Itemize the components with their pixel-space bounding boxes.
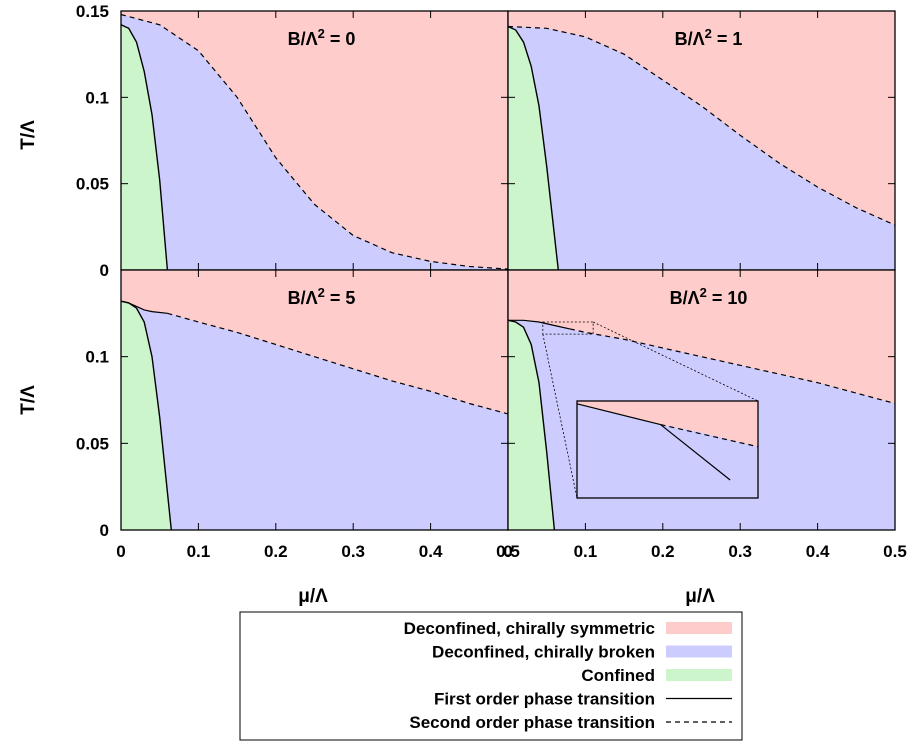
legend-label: First order phase transition — [434, 690, 655, 709]
inset-first-order-line — [576, 403, 661, 426]
x-tick-label: 0 — [116, 542, 125, 561]
region-chirally-broken — [121, 14, 508, 270]
legend-swatch — [666, 622, 732, 634]
x-tick-label: 0.2 — [651, 542, 675, 561]
inset-frame — [576, 400, 759, 499]
legend-label: Deconfined, chirally symmetric — [404, 619, 655, 638]
legend-label: Second order phase transition — [409, 713, 655, 732]
axis-labels-group: T/Λ T/Λ μ/Λ μ/Λ — [18, 120, 715, 607]
panel-top-right: B/Λ2 = 1 — [507, 10, 896, 271]
panel-title: B/Λ2 = 5 — [288, 285, 356, 308]
second-order-line — [167, 312, 509, 415]
x-axis-label-left: μ/Λ — [298, 586, 328, 607]
zoom-region-box — [542, 321, 594, 335]
panel-title: B/Λ2 = 10 — [670, 285, 748, 308]
legend-label: Confined — [581, 666, 655, 685]
panel-frame — [507, 269, 896, 531]
second-order-line — [120, 13, 509, 270]
x-tick-label: 0.4 — [419, 542, 443, 561]
region-confined — [121, 301, 172, 530]
panel-title: B/Λ2 = 0 — [288, 26, 356, 49]
region-chirally-broken — [121, 301, 508, 530]
panel-bottom-left: 0 0.1 0.2 0.3 0.4 0.500.050.1B/Λ2 = 5 — [76, 269, 520, 561]
y-tick-label: 0.15 — [76, 2, 109, 21]
panel-top-left: 0 0.05 0.1 0.15 B/Λ2 = 0 — [76, 2, 509, 280]
y-tick-label: 0.05 — [76, 434, 109, 453]
region-chirally-broken — [508, 26, 895, 270]
inset-second-order-line — [660, 423, 759, 448]
x-tick-label: 0.4 — [806, 542, 830, 561]
x-tick-label: 0.2 — [264, 542, 288, 561]
legend-box — [239, 611, 743, 741]
inset-region-chirally-symmetric — [577, 401, 758, 447]
legend-swatch — [666, 645, 732, 658]
x-tick-label: 0 — [503, 542, 512, 561]
inset-first-order-line — [660, 424, 731, 481]
y-tick-label: 0 — [100, 521, 109, 540]
x-tick-label: 0.3 — [728, 542, 752, 561]
panel-title: B/Λ2 = 1 — [675, 26, 743, 49]
x-tick-label: 0.5 — [496, 542, 520, 561]
x-tick-label: 0.3 — [341, 542, 365, 561]
y-tick-label: 0.05 — [76, 175, 109, 194]
y-tick-label: 0.1 — [85, 88, 109, 107]
y-axis-label-bottom: T/Λ — [18, 385, 39, 415]
second-order-line — [507, 25, 896, 226]
y-tick-label: 0.1 — [85, 348, 109, 367]
first-order-line — [507, 319, 556, 531]
zoom-connector — [592, 321, 759, 402]
region-confined — [508, 320, 555, 530]
x-axis-label-right: μ/Λ — [685, 586, 715, 607]
second-order-line — [569, 328, 896, 405]
first-order-line — [120, 24, 169, 271]
x-tick-label: 0.5 — [883, 542, 907, 561]
first-order-line — [507, 25, 559, 271]
legend-label: Deconfined, chirally broken — [432, 643, 655, 662]
x-tick-label: 0.1 — [187, 542, 211, 561]
y-axis-label-top: T/Λ — [18, 120, 39, 150]
region-confined — [121, 24, 168, 270]
region-confined — [508, 26, 559, 270]
first-order-line — [120, 300, 172, 531]
first-order-line-upper — [508, 319, 571, 330]
legend-swatch — [666, 669, 732, 681]
panels-group: 00.050.10.15B/Λ2 = 0 B/Λ2 = 10 0.1 0.2 0.3 0.… — [76, 2, 907, 561]
x-tick-label: 0.1 — [574, 542, 598, 561]
y-tick-label: 0 — [100, 261, 109, 280]
inset-zoom — [542, 321, 759, 499]
legend: Deconfined, chirally symmetric Deconfined… — [239, 611, 743, 741]
